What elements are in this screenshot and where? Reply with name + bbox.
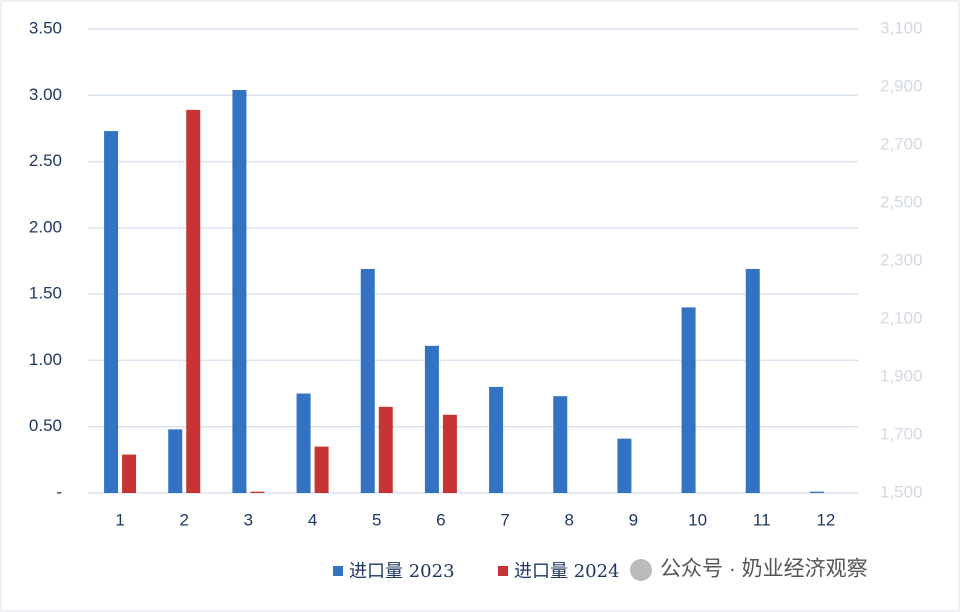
x-tick-label: 5 (372, 510, 381, 529)
legend-label: 进口量 2023 (349, 561, 455, 582)
bar (186, 109, 201, 494)
bar (745, 268, 760, 493)
x-tick-label: 6 (436, 510, 445, 529)
x-tick-label: 3 (244, 510, 253, 529)
bar (104, 131, 119, 493)
y-tick-label: - (56, 482, 62, 501)
bar (250, 491, 265, 493)
bar (442, 414, 457, 493)
y2-tick-label: 2,100 (880, 308, 923, 327)
y2-tick-label: 2,900 (880, 76, 923, 95)
bar (617, 438, 632, 493)
y2-tick-label: 2,300 (880, 250, 923, 269)
legend-label: 进口量 2024 (514, 561, 620, 582)
y-tick-label: 1.50 (29, 284, 62, 303)
bar (232, 89, 247, 494)
bar (424, 345, 439, 493)
x-tick-label: 1 (115, 510, 124, 529)
legend-swatch (498, 566, 508, 576)
bar (681, 307, 696, 493)
y2-tick-label: 3,100 (880, 18, 923, 37)
y2-tick-label: 1,500 (880, 482, 923, 501)
x-tick-label: 8 (565, 510, 574, 529)
bar (168, 429, 183, 493)
x-tick-label: 4 (308, 510, 317, 529)
watermark-icon (630, 559, 652, 581)
y-tick-label: 2.50 (29, 151, 62, 170)
y-tick-label: 0.50 (29, 416, 62, 435)
bar (122, 454, 137, 493)
bar (378, 406, 393, 493)
bar (314, 446, 329, 493)
x-tick-label: 7 (500, 510, 509, 529)
bar (553, 396, 568, 493)
bar (296, 393, 311, 493)
legend-swatch (333, 566, 343, 576)
watermark: 公众号 · 奶业经济观察 (630, 558, 868, 581)
y-tick-label: 3.50 (29, 18, 62, 37)
bar (360, 268, 375, 493)
x-tick-label: 12 (816, 510, 835, 529)
y2-tick-label: 2,700 (880, 134, 923, 153)
bar (489, 386, 504, 493)
x-tick-label: 2 (180, 510, 189, 529)
y2-tick-label: 2,500 (880, 192, 923, 211)
x-tick-label: 11 (753, 510, 771, 529)
y-tick-label: 1.00 (29, 350, 62, 369)
y-tick-label: 2.00 (29, 217, 62, 236)
x-tick-label: 9 (629, 510, 638, 529)
y-tick-label: 3.00 (29, 85, 62, 104)
y2-tick-label: 1,900 (880, 366, 923, 385)
y2-tick-label: 1,700 (880, 424, 923, 443)
x-tick-label: 10 (688, 510, 707, 529)
watermark-text: 公众号 · 奶业经济观察 (660, 558, 868, 581)
bar (809, 491, 824, 493)
